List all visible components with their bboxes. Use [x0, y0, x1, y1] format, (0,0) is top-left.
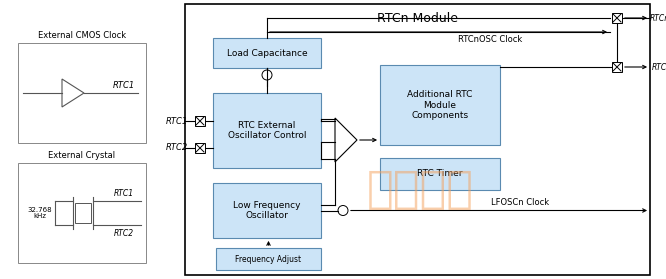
Text: Load Capacitance: Load Capacitance — [226, 49, 307, 57]
Text: 32.768
kHz: 32.768 kHz — [28, 206, 53, 220]
Text: RTCnOSC Clock: RTCnOSC Clock — [458, 35, 522, 44]
Text: RTCn_OUT: RTCn_OUT — [652, 62, 666, 71]
Bar — [612, 62, 622, 72]
Bar — [75, 203, 91, 223]
Bar — [18, 163, 146, 263]
Text: RTC2: RTC2 — [166, 143, 188, 153]
Bar — [195, 116, 205, 126]
Bar — [185, 4, 650, 275]
Text: RTC1: RTC1 — [113, 81, 135, 90]
Bar — [213, 93, 321, 168]
Text: Frequency Adjust: Frequency Adjust — [236, 254, 302, 263]
Text: RTC Timer: RTC Timer — [418, 170, 463, 179]
Bar — [216, 248, 321, 270]
Text: External Crystal: External Crystal — [49, 150, 116, 160]
Bar — [213, 38, 321, 68]
Text: RTCn Module: RTCn Module — [377, 11, 458, 25]
Text: Low Frequency
Oscillator: Low Frequency Oscillator — [233, 201, 301, 220]
Text: RTCnOSC_OUT: RTCnOSC_OUT — [650, 13, 666, 23]
Bar — [380, 158, 500, 190]
Text: Additional RTC
Module
Components: Additional RTC Module Components — [408, 90, 473, 120]
Text: 统一电子: 统一电子 — [366, 169, 474, 211]
Text: RTC1: RTC1 — [166, 117, 188, 126]
Bar — [213, 183, 321, 238]
Text: RTC External
Oscillator Control: RTC External Oscillator Control — [228, 121, 306, 140]
Text: RTC2: RTC2 — [114, 229, 134, 237]
Bar — [18, 43, 146, 143]
Bar — [380, 65, 500, 145]
Text: LFOSCn Clock: LFOSCn Clock — [491, 198, 549, 207]
Text: External CMOS Clock: External CMOS Clock — [38, 30, 126, 40]
Bar — [612, 13, 622, 23]
Text: RTC1: RTC1 — [114, 189, 134, 198]
Bar — [195, 143, 205, 153]
